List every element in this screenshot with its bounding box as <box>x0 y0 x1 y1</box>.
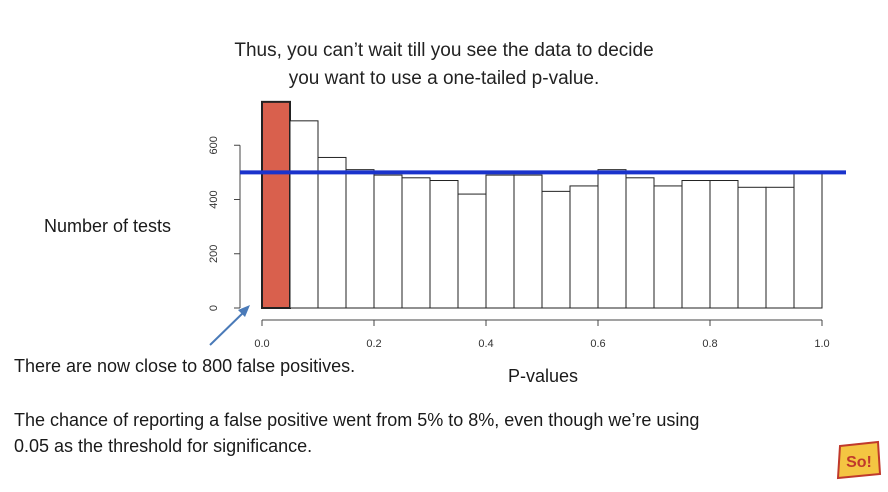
x-tick-label: 0.4 <box>478 338 493 350</box>
slide-title-line-2: you want to use a one-tailed p-value. <box>288 68 600 89</box>
histogram-bar <box>457 193 487 309</box>
x-tick-label: 1.0 <box>814 338 829 350</box>
histogram-bar <box>429 180 459 309</box>
histogram-bar <box>653 185 683 309</box>
y-axis-label: Number of tests <box>44 216 172 236</box>
histogram-bar <box>597 169 627 309</box>
logo-text: So! <box>846 454 872 471</box>
histogram-bar <box>681 180 711 309</box>
histogram-bar <box>793 171 823 309</box>
x-tick-label: 0.0 <box>254 338 269 350</box>
histogram-bar <box>709 180 739 309</box>
histogram-bar <box>373 174 403 309</box>
histogram-bar <box>737 186 767 309</box>
y-tick-label: 200 <box>208 245 220 263</box>
histogram-bar <box>625 177 655 309</box>
x-axis-label: P-values <box>508 366 579 386</box>
histogram-bar <box>401 177 431 309</box>
histogram-bar <box>345 169 375 309</box>
x-tick-label: 0.6 <box>590 338 605 350</box>
y-tick-label: 600 <box>208 136 220 154</box>
histogram-bar <box>317 156 347 309</box>
so-logo-icon: So! <box>836 440 882 480</box>
histogram-bar <box>289 120 319 309</box>
histogram-bar <box>765 186 795 309</box>
x-tick-label: 0.2 <box>366 338 381 350</box>
false-positive-caption: There are now close to 800 false positiv… <box>14 356 356 376</box>
histogram-bar <box>569 185 599 309</box>
histogram-bar <box>485 174 515 309</box>
note-line-2: 0.05 as the threshold for significance. <box>14 436 313 456</box>
histogram-bar <box>513 174 543 309</box>
x-tick-label: 0.8 <box>702 338 717 350</box>
histogram-bar-highlighted <box>261 100 291 309</box>
histogram-bar <box>541 190 571 309</box>
y-tick-label: 0 <box>208 305 220 311</box>
note-line-1: The chance of reporting a false positive… <box>14 410 700 430</box>
arrow-icon <box>209 305 250 346</box>
slide-title-line-1: Thus, you can’t wait till you see the da… <box>234 40 654 61</box>
y-tick-label: 400 <box>208 190 220 208</box>
